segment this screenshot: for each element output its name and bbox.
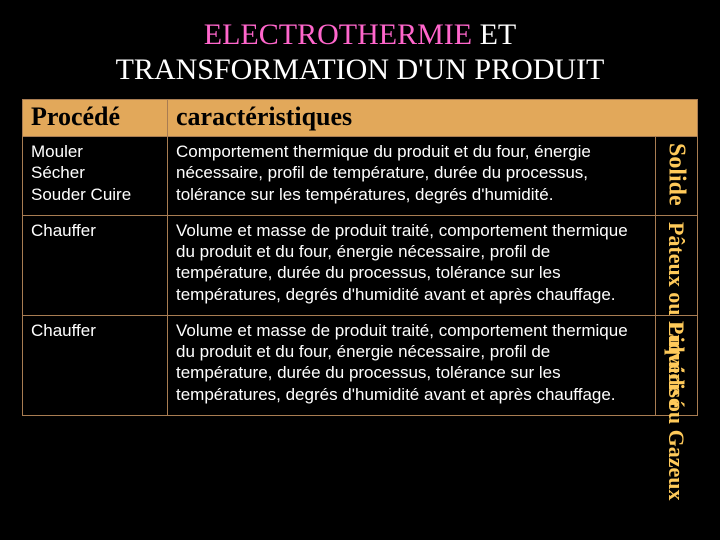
cell-char-1: Volume et masse de produit traité, compo… [168, 215, 656, 315]
cell-state-2: Liquide ou Gazeux [655, 315, 697, 415]
cell-procede-2: Chauffer [23, 315, 168, 415]
cell-char-2: Volume et masse de produit traité, compo… [168, 315, 656, 415]
page-title: ELECTROTHERMIE ET TRANSFORMATION D'UN PR… [22, 18, 698, 87]
state-label-0: Solide [663, 143, 690, 206]
table-row: Chauffer Volume et masse de produit trai… [23, 215, 698, 315]
title-highlight: ELECTROTHERMIE [204, 18, 472, 51]
process-table: Procédé caractéristiques Mouler Sécher S… [22, 99, 698, 416]
cell-state-1: Pâteux ou Pulvérisé [655, 215, 697, 315]
title-rest1: ET [472, 18, 516, 51]
state-label-2: Liquide ou Gazeux [663, 322, 689, 500]
cell-char-0: Comportement thermique du produit et du … [168, 137, 656, 216]
table-row: Mouler Sécher Souder Cuire Comportement … [23, 137, 698, 216]
table-header-row: Procédé caractéristiques [23, 100, 698, 137]
title-line2: TRANSFORMATION D'UN PRODUIT [116, 53, 605, 86]
cell-procede-1: Chauffer [23, 215, 168, 315]
header-caracteristiques: caractéristiques [168, 100, 698, 137]
table-row: Chauffer Volume et masse de produit trai… [23, 315, 698, 415]
header-procede: Procédé [23, 100, 168, 137]
cell-state-0: Solide [655, 137, 697, 216]
cell-procede-0: Mouler Sécher Souder Cuire [23, 137, 168, 216]
